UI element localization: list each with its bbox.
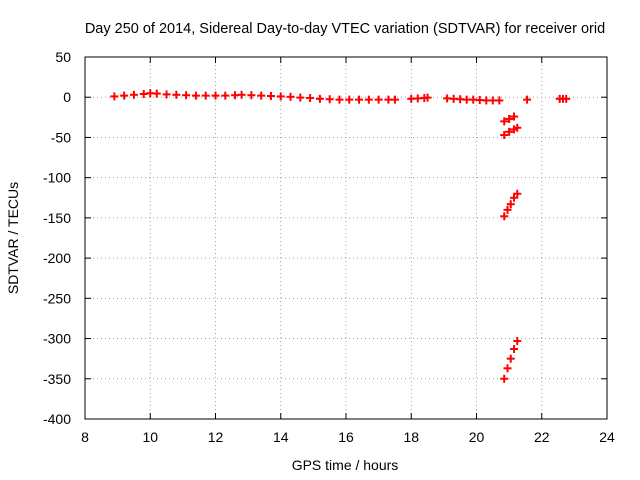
data-point bbox=[306, 94, 315, 103]
data-point bbox=[162, 90, 171, 99]
chart-title: Day 250 of 2014, Sidereal Day-to-day VTE… bbox=[85, 21, 605, 37]
data-point bbox=[237, 90, 246, 99]
data-point bbox=[374, 95, 383, 104]
y-tick-label: -200 bbox=[43, 250, 71, 266]
data-point bbox=[276, 92, 285, 101]
y-tick-label: -50 bbox=[51, 129, 71, 145]
data-point bbox=[129, 90, 138, 99]
data-point bbox=[364, 95, 373, 104]
x-tick-label: 16 bbox=[338, 429, 354, 445]
y-tick-label: 50 bbox=[55, 49, 71, 65]
data-point bbox=[247, 91, 256, 100]
data-point bbox=[120, 91, 129, 100]
data-point bbox=[510, 345, 519, 354]
y-tick-label: -100 bbox=[43, 170, 71, 186]
data-point bbox=[523, 95, 532, 104]
data-point bbox=[503, 205, 512, 214]
y-axis-label: SDTVAR / TECUs bbox=[5, 182, 21, 294]
y-tick-label: -350 bbox=[43, 371, 71, 387]
data-point bbox=[495, 96, 504, 105]
data-point bbox=[562, 94, 571, 103]
data-point bbox=[201, 91, 210, 100]
data-point bbox=[191, 91, 200, 100]
data-point bbox=[325, 95, 334, 104]
data-point bbox=[505, 114, 514, 123]
y-tick-label: -300 bbox=[43, 331, 71, 347]
x-tick-label: 22 bbox=[534, 429, 550, 445]
data-point bbox=[172, 90, 181, 99]
data-point bbox=[266, 92, 275, 101]
data-point bbox=[510, 193, 519, 202]
data-point bbox=[152, 89, 161, 98]
grid bbox=[85, 57, 607, 419]
data-point bbox=[513, 336, 522, 345]
data-point bbox=[315, 94, 324, 103]
y-tick-labels: 50 0 -50 -100 -150 -200 -250 -300 -350 -400 bbox=[43, 49, 71, 427]
y-tick-label: -250 bbox=[43, 290, 71, 306]
data-series bbox=[110, 89, 571, 383]
x-tick-label: 14 bbox=[273, 429, 289, 445]
data-point bbox=[503, 364, 512, 373]
y-tick-label: -400 bbox=[43, 411, 71, 427]
y-tick-label: 0 bbox=[63, 89, 71, 105]
data-point bbox=[345, 95, 354, 104]
data-point bbox=[110, 92, 119, 101]
data-point bbox=[500, 117, 509, 126]
x-tick-label: 20 bbox=[469, 429, 485, 445]
data-point bbox=[510, 112, 519, 121]
plot-frame bbox=[84, 56, 608, 420]
data-point bbox=[221, 91, 230, 100]
data-point bbox=[500, 212, 509, 221]
x-tick-labels: 8 10 12 14 16 18 20 22 24 bbox=[81, 429, 615, 445]
x-tick-label: 8 bbox=[81, 429, 89, 445]
data-point bbox=[211, 91, 220, 100]
x-axis-label: GPS time / hours bbox=[292, 457, 399, 473]
data-point bbox=[257, 91, 266, 100]
data-point bbox=[286, 92, 295, 101]
y-tick-label: -150 bbox=[43, 210, 71, 226]
data-point bbox=[505, 127, 514, 136]
x-tick-label: 18 bbox=[403, 429, 419, 445]
data-point bbox=[513, 189, 522, 198]
x-tick-label: 10 bbox=[142, 429, 158, 445]
data-point bbox=[506, 354, 515, 363]
data-point bbox=[513, 123, 522, 132]
data-point bbox=[355, 95, 364, 104]
data-point bbox=[500, 374, 509, 383]
data-point bbox=[182, 91, 191, 100]
x-tick-label: 24 bbox=[599, 429, 615, 445]
x-tick-label: 12 bbox=[208, 429, 224, 445]
data-point bbox=[506, 200, 515, 209]
data-point bbox=[500, 131, 509, 140]
data-point bbox=[296, 93, 305, 102]
data-point bbox=[390, 95, 399, 104]
data-point bbox=[335, 95, 344, 104]
data-point bbox=[423, 93, 432, 102]
